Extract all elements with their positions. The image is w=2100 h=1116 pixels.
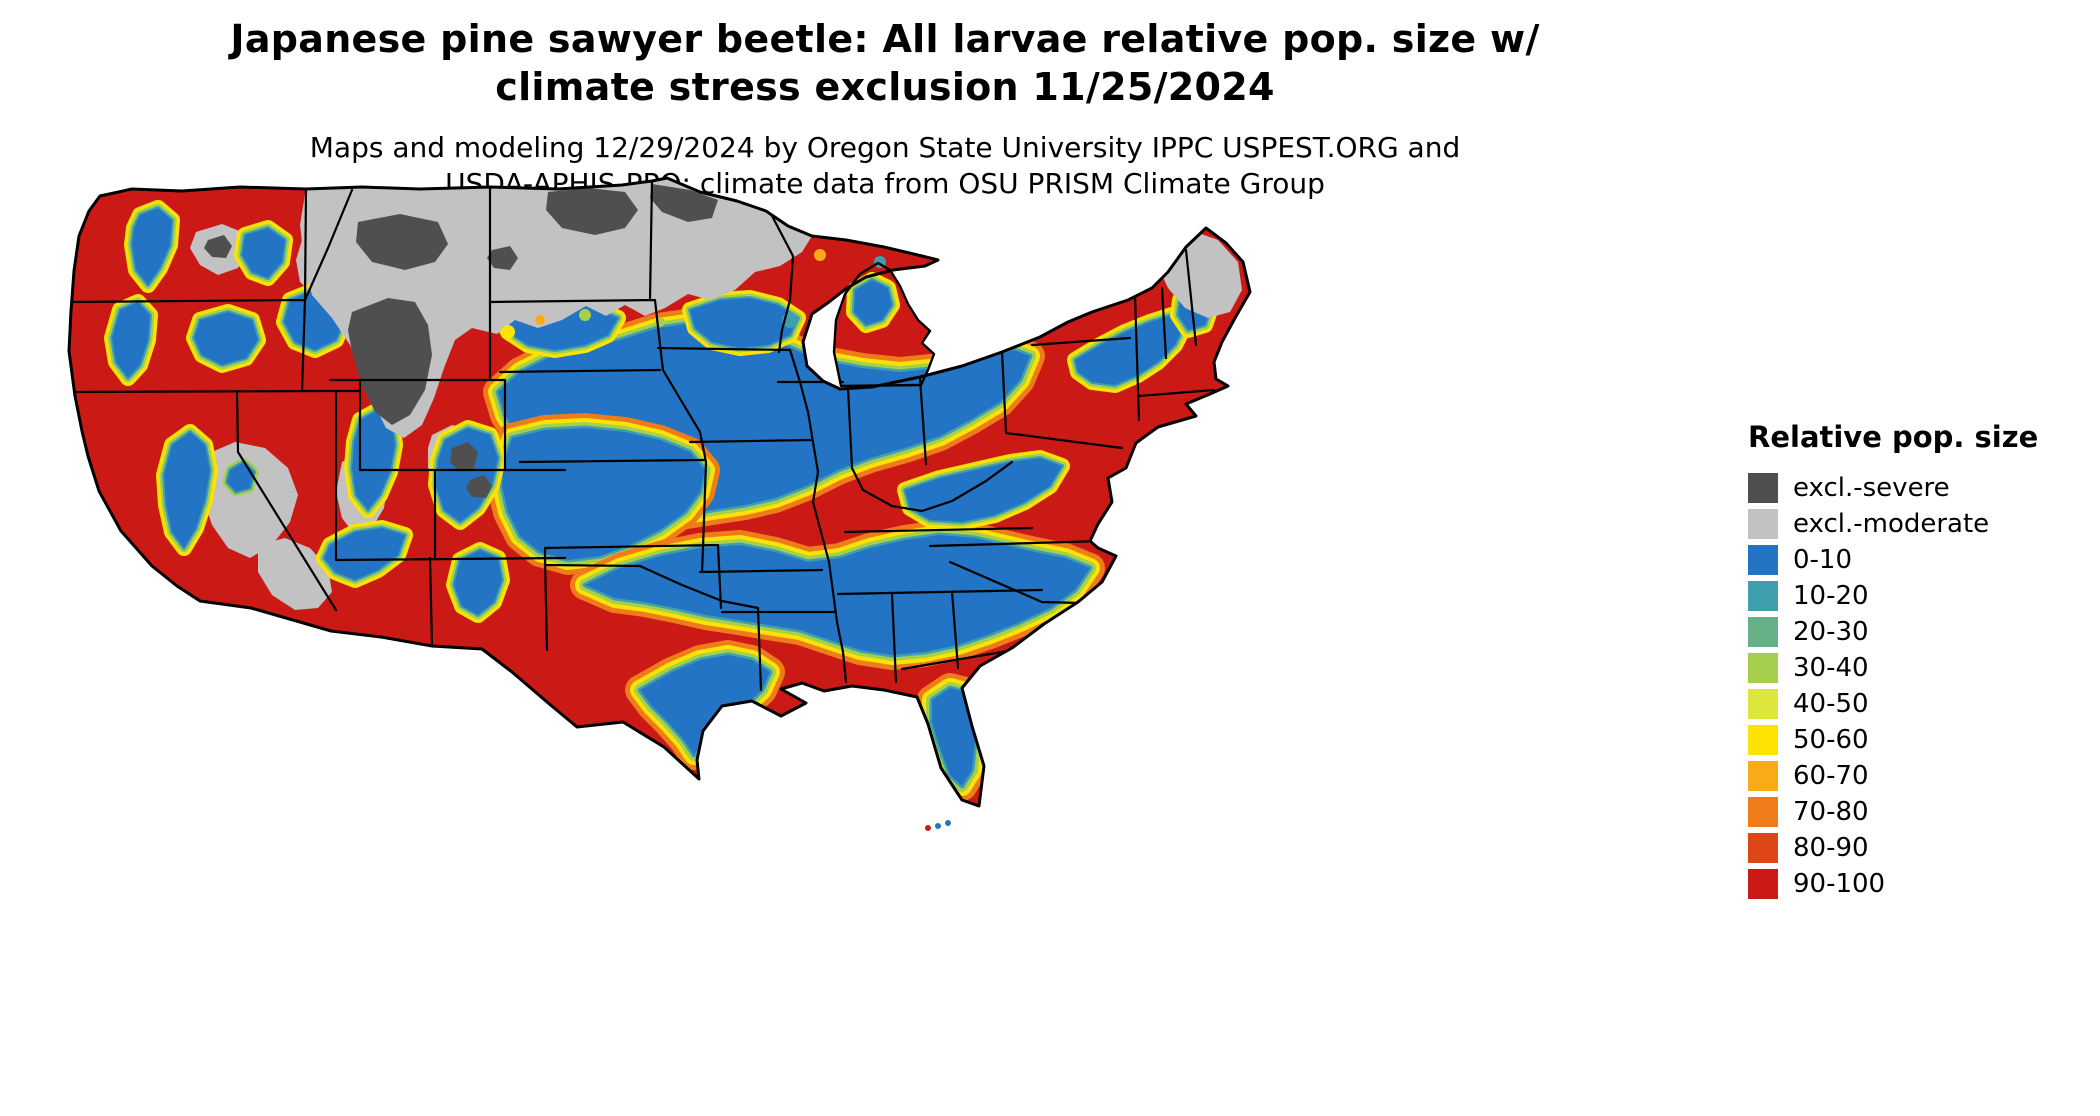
legend-label: 90-100 xyxy=(1793,869,1886,899)
legend-swatch xyxy=(1748,653,1778,683)
legend-label: 30-40 xyxy=(1793,653,1869,683)
map-title-line1: Japanese pine sawyer beetle: All larvae … xyxy=(230,17,1540,61)
legend-swatch xyxy=(1748,509,1778,539)
legend-swatch xyxy=(1748,725,1778,755)
legend-swatch xyxy=(1748,617,1778,647)
legend-label: 20-30 xyxy=(1793,617,1869,647)
legend-swatch xyxy=(1748,797,1778,827)
legend-label: 10-20 xyxy=(1793,581,1869,611)
legend-item: 80-90 xyxy=(1748,830,2088,866)
legend-item: 50-60 xyxy=(1748,722,2088,758)
exclusion-severe-zones xyxy=(204,184,718,498)
legend-swatch xyxy=(1748,545,1778,575)
legend-label: 70-80 xyxy=(1793,797,1869,827)
legend-label: 60-70 xyxy=(1793,761,1869,791)
legend-swatch xyxy=(1748,869,1778,899)
legend-items: excl.-severe excl.-moderate 0-10 10-20 2… xyxy=(1748,470,2088,902)
legend-swatch xyxy=(1748,473,1778,503)
map-subtitle-line1: Maps and modeling 12/29/2024 by Oregon S… xyxy=(309,131,1461,164)
legend-label: 40-50 xyxy=(1793,689,1869,719)
legend-item: 0-10 xyxy=(1748,542,2088,578)
state-borders xyxy=(69,179,1216,692)
legend-item: 60-70 xyxy=(1748,758,2088,794)
legend-label: excl.-severe xyxy=(1793,473,1950,503)
legend-swatch xyxy=(1748,581,1778,611)
map-title: Japanese pine sawyer beetle: All larvae … xyxy=(0,16,1770,112)
legend-item: 10-20 xyxy=(1748,578,2088,614)
legend-item: 90-100 xyxy=(1748,866,2088,902)
legend-item: excl.-severe xyxy=(1748,470,2088,506)
florida-keys xyxy=(925,820,951,831)
legend-item: 70-80 xyxy=(1748,794,2088,830)
map-title-line2: climate stress exclusion 11/25/2024 xyxy=(495,64,1275,109)
legend-item: excl.-moderate xyxy=(1748,506,2088,542)
legend-item: 30-40 xyxy=(1748,650,2088,686)
legend-label: excl.-moderate xyxy=(1793,509,1990,539)
legend-title: Relative pop. size xyxy=(1748,420,2039,454)
legend-item: 40-50 xyxy=(1748,686,2088,722)
legend-swatch xyxy=(1748,689,1778,719)
legend-label: 0-10 xyxy=(1793,545,1853,575)
legend: Relative pop. size excl.-severe excl.-mo… xyxy=(1748,420,2088,902)
legend-item: 20-30 xyxy=(1748,614,2088,650)
legend-swatch xyxy=(1748,761,1778,791)
legend-label: 50-60 xyxy=(1793,725,1869,755)
legend-label: 80-90 xyxy=(1793,833,1869,863)
legend-swatch xyxy=(1748,833,1778,863)
